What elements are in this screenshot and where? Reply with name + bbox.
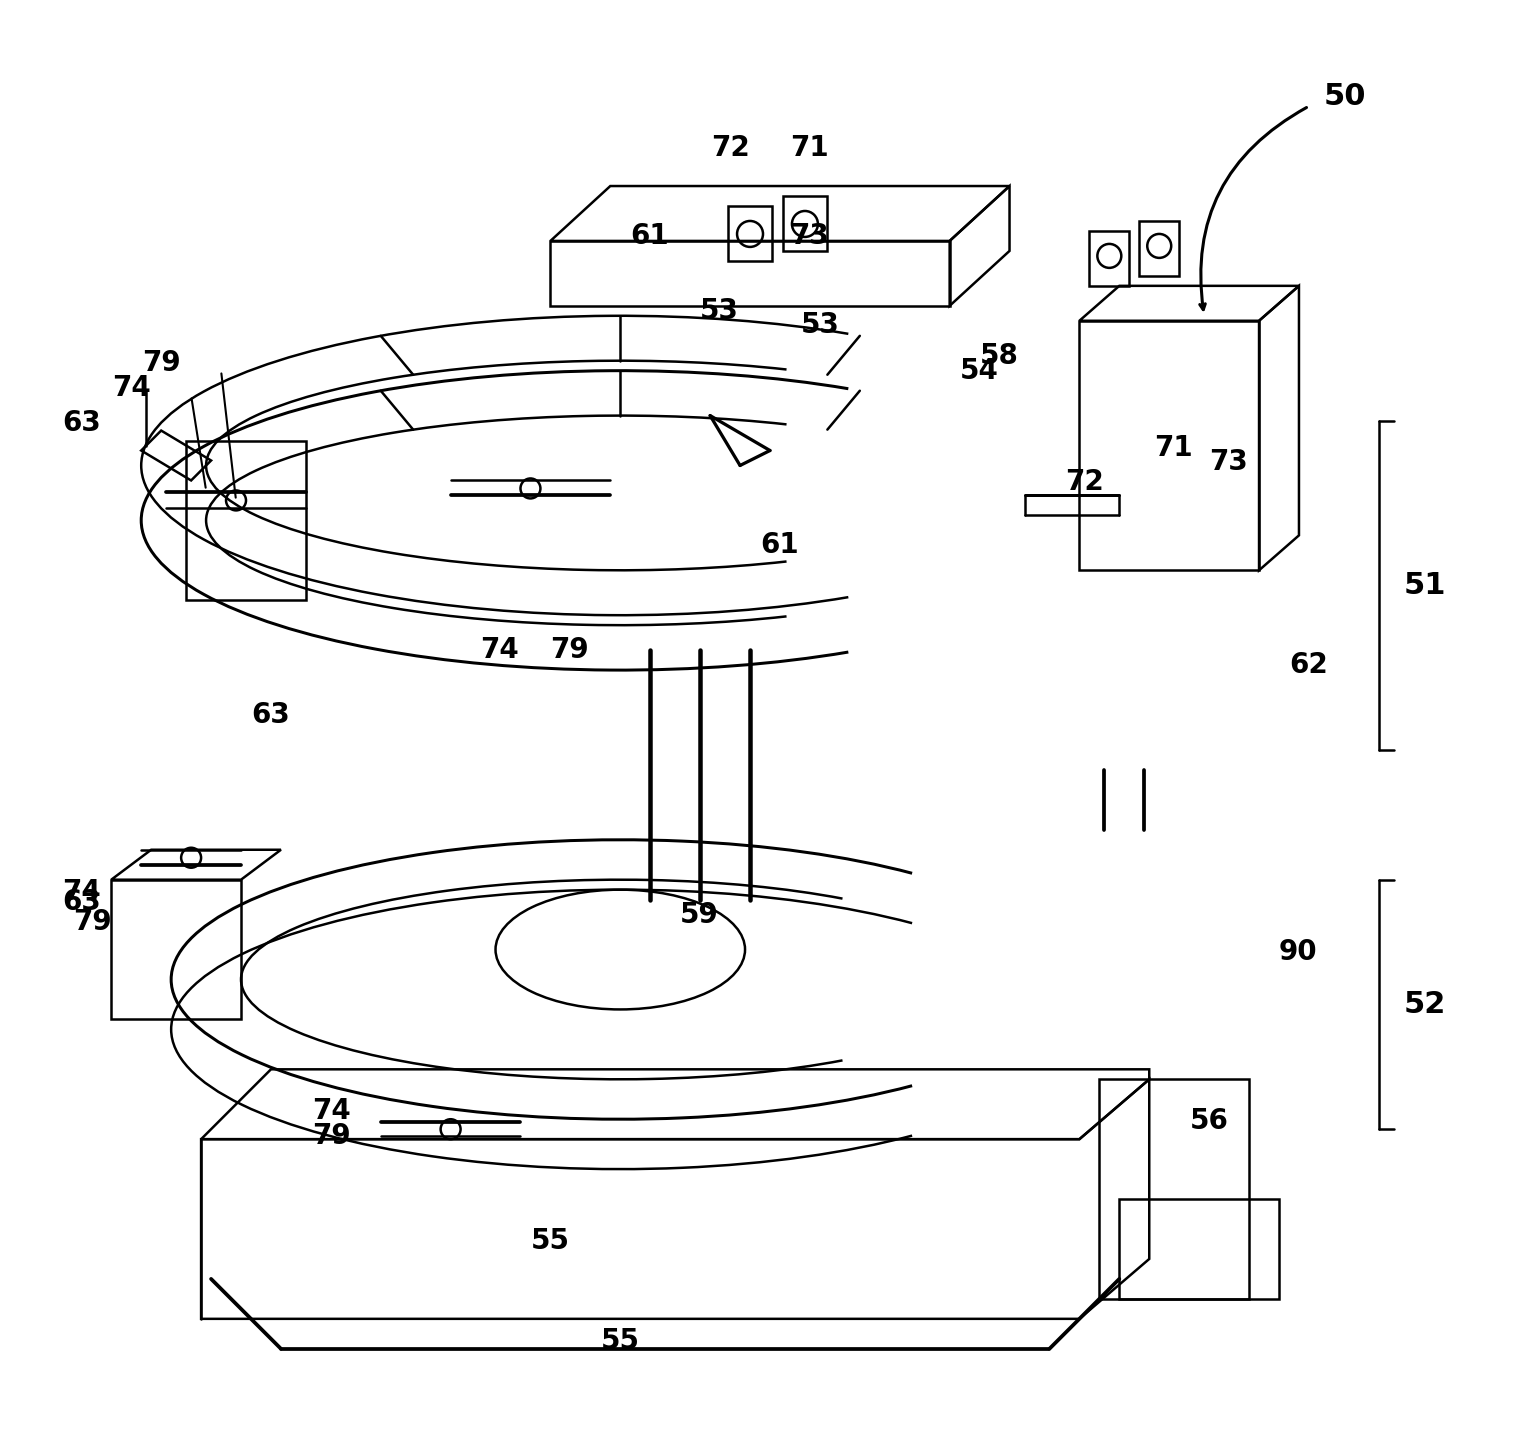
Text: 55: 55 — [601, 1327, 640, 1354]
Text: 58: 58 — [980, 342, 1019, 369]
Text: 61: 61 — [630, 223, 669, 250]
Text: 56: 56 — [1190, 1107, 1229, 1136]
Text: 79: 79 — [72, 908, 112, 936]
Text: 63: 63 — [63, 887, 101, 916]
Text: 53: 53 — [700, 297, 739, 325]
Text: 51: 51 — [1404, 570, 1447, 600]
Text: 72: 72 — [710, 134, 750, 162]
Text: 62: 62 — [1289, 651, 1328, 679]
Text: 79: 79 — [551, 636, 589, 663]
Text: 59: 59 — [680, 900, 719, 929]
Text: 53: 53 — [801, 310, 839, 339]
Text: 63: 63 — [63, 409, 101, 437]
Text: 79: 79 — [313, 1122, 351, 1150]
Text: 61: 61 — [759, 531, 799, 560]
Text: 72: 72 — [1066, 468, 1104, 497]
Text: 79: 79 — [143, 349, 181, 376]
Text: 52: 52 — [1404, 989, 1447, 1020]
Text: 73: 73 — [1209, 448, 1247, 477]
Text: 63: 63 — [252, 701, 290, 729]
Text: 74: 74 — [63, 877, 101, 906]
Text: 74: 74 — [480, 636, 520, 663]
Text: 50: 50 — [1324, 82, 1367, 111]
Text: 73: 73 — [790, 223, 828, 250]
Text: 74: 74 — [112, 373, 152, 402]
Text: 55: 55 — [531, 1226, 571, 1255]
Text: 90: 90 — [1279, 938, 1318, 965]
Text: 71: 71 — [790, 134, 830, 162]
Text: 74: 74 — [311, 1097, 351, 1126]
Text: 54: 54 — [960, 356, 999, 385]
Text: 71: 71 — [1154, 434, 1193, 461]
